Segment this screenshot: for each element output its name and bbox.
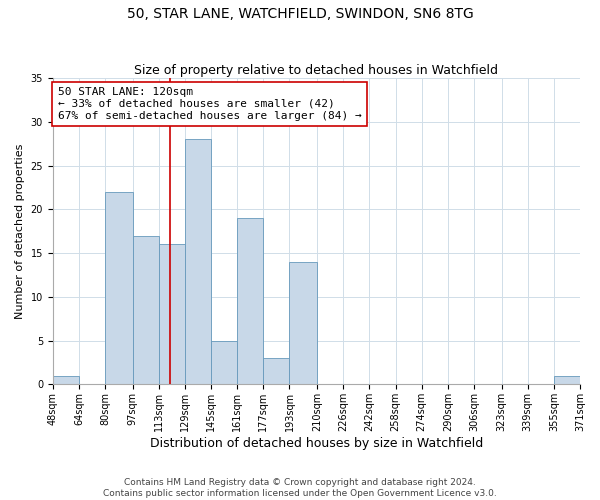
Bar bbox=[159, 244, 185, 384]
Text: 50 STAR LANE: 120sqm
← 33% of detached houses are smaller (42)
67% of semi-detac: 50 STAR LANE: 120sqm ← 33% of detached h… bbox=[58, 88, 362, 120]
Bar bbox=[263, 358, 289, 384]
Title: Size of property relative to detached houses in Watchfield: Size of property relative to detached ho… bbox=[134, 64, 499, 77]
Bar bbox=[211, 340, 237, 384]
Bar bbox=[105, 192, 133, 384]
Y-axis label: Number of detached properties: Number of detached properties bbox=[15, 144, 25, 319]
Bar bbox=[53, 376, 79, 384]
Text: Contains HM Land Registry data © Crown copyright and database right 2024.
Contai: Contains HM Land Registry data © Crown c… bbox=[103, 478, 497, 498]
Bar bbox=[289, 262, 317, 384]
Bar bbox=[554, 376, 580, 384]
X-axis label: Distribution of detached houses by size in Watchfield: Distribution of detached houses by size … bbox=[150, 437, 483, 450]
Bar bbox=[185, 140, 211, 384]
Text: 50, STAR LANE, WATCHFIELD, SWINDON, SN6 8TG: 50, STAR LANE, WATCHFIELD, SWINDON, SN6 … bbox=[127, 8, 473, 22]
Bar bbox=[133, 236, 159, 384]
Bar bbox=[237, 218, 263, 384]
